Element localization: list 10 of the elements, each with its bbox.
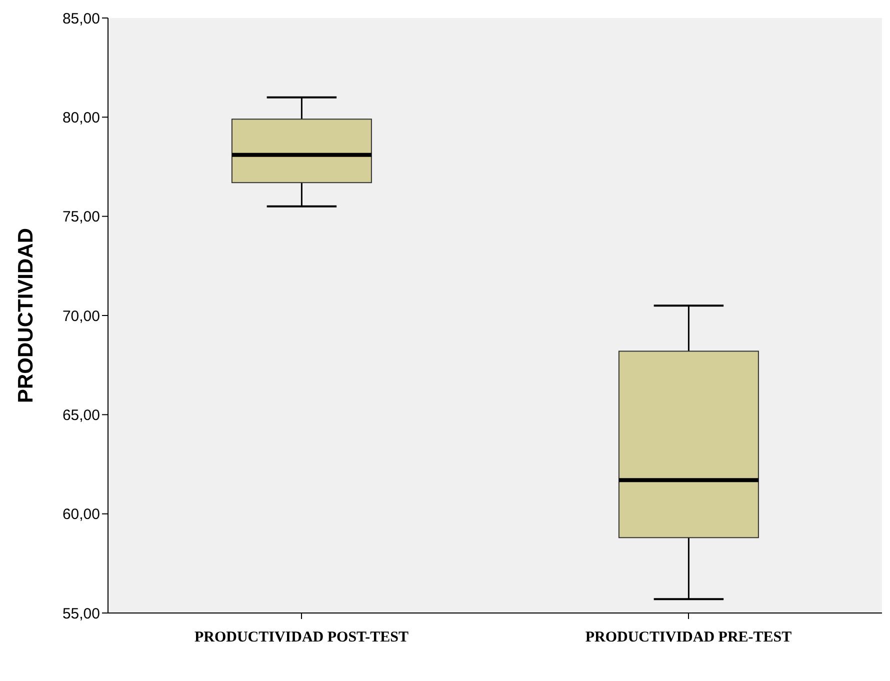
y-tick-label: 70,00 <box>62 308 100 325</box>
y-axis-title: PRODUCTIVIDAD <box>14 228 38 404</box>
y-tick-label: 75,00 <box>62 208 100 226</box>
y-tick-label: 80,00 <box>62 109 100 126</box>
y-tick-label: 60,00 <box>62 506 100 524</box>
y-tick-label: 65,00 <box>62 406 100 424</box>
x-tick-label: PRODUCTIVIDAD POST-TEST <box>194 630 409 646</box>
y-tick-label: 55,00 <box>62 605 100 622</box>
y-tick-label: 85,00 <box>62 10 100 28</box>
x-tick-label: PRODUCTIVIDAD PRE-TEST <box>585 630 792 646</box>
